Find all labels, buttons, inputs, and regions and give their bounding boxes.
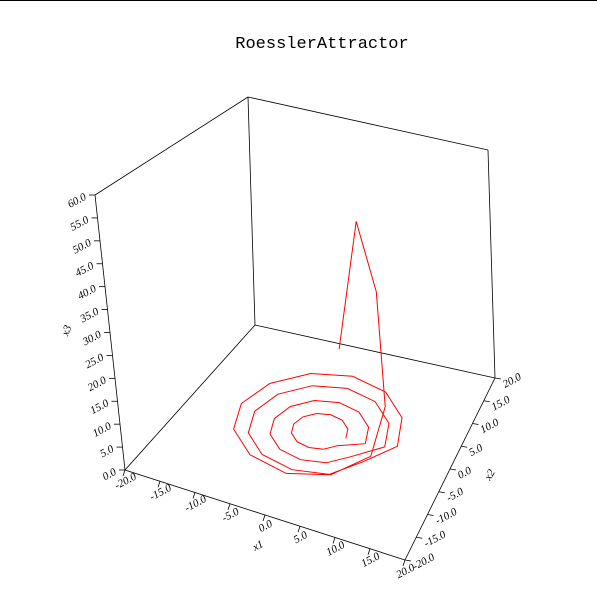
x1-tick-label: 5.0 [292, 529, 310, 546]
x1-tick-label: -5.0 [220, 505, 241, 524]
x2-tick-label: -15.0 [422, 528, 448, 550]
x3-tick-label: 45.0 [73, 260, 96, 280]
x3-tick-label: 15.0 [88, 397, 111, 417]
chart-title: RoesslerAttractor [235, 35, 408, 54]
x1-tick [122, 469, 126, 477]
x3-tick-label: 40.0 [76, 282, 99, 302]
trajectory [233, 221, 403, 476]
box-edge [487, 149, 496, 379]
x2-tick-label: -20.0 [411, 551, 437, 573]
x2-tick-label: -5.0 [445, 485, 466, 504]
x1-tick [157, 481, 161, 488]
x1-tick [262, 514, 266, 522]
x1-tick [332, 537, 336, 544]
x2-tick [404, 559, 412, 562]
x3-axis-label: x3 [59, 323, 74, 338]
x2-tick-label: 15.0 [490, 394, 513, 414]
x3-tick-label: 5.0 [98, 443, 116, 460]
x1-tick [402, 559, 406, 567]
x3-tick-label: 30.0 [80, 328, 104, 348]
x2-tick [416, 536, 423, 539]
x2-tick-label: 0.0 [456, 464, 474, 481]
x3-tick-label: 10.0 [91, 420, 114, 440]
x2-tick [461, 445, 468, 448]
x2-tick [438, 491, 445, 494]
x2-tick [483, 400, 490, 403]
x1-tick-label: -15.0 [148, 482, 174, 504]
x2-axis-label: x2 [482, 467, 498, 483]
x1-tick-label: 15.0 [359, 550, 382, 570]
box-edge [124, 324, 256, 471]
x1-tick [297, 526, 301, 533]
x1-tick-label: -10.0 [183, 493, 209, 515]
x3-tick-label: 0.0 [101, 466, 119, 483]
x3-tick-label: 25.0 [83, 351, 106, 371]
x2-tick [449, 468, 457, 471]
x2-tick-label: -10.0 [433, 506, 459, 528]
box-edge [247, 96, 489, 151]
x3-tick-label: 60.0 [66, 191, 89, 211]
x1-tick-label: 0.0 [257, 518, 275, 535]
x3-tick-label: 20.0 [86, 374, 109, 394]
x1-tick [192, 492, 196, 499]
x3-tick-label: 55.0 [68, 214, 91, 234]
x1-axis-label: x1 [250, 538, 266, 554]
x3-tick-label: 35.0 [77, 305, 101, 325]
x2-tick-label: 10.0 [478, 416, 501, 436]
x1-tick [367, 548, 371, 555]
x1-tick-label: 10.0 [324, 539, 347, 559]
box-edge [94, 96, 249, 196]
box-edge [247, 96, 256, 326]
x3-tick-label: 50.0 [71, 237, 94, 257]
x2-tick-label: 5.0 [467, 442, 485, 459]
x1-tick [227, 503, 231, 510]
x2-tick [427, 514, 434, 516]
box-edge [254, 324, 496, 379]
x2-tick [494, 377, 502, 380]
x2-tick-label: 20.0 [501, 371, 524, 391]
x2-tick [472, 423, 479, 425]
